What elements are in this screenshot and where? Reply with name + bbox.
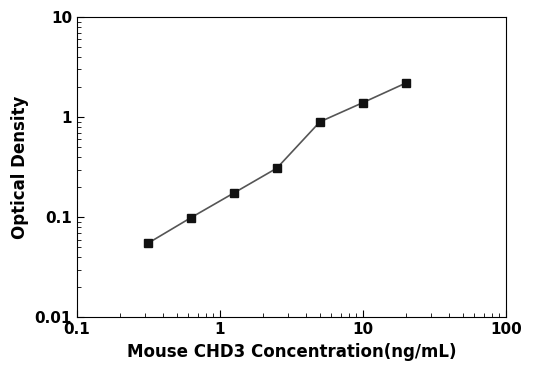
X-axis label: Mouse CHD3 Concentration(ng/mL): Mouse CHD3 Concentration(ng/mL) [127,343,456,361]
Y-axis label: Optical Density: Optical Density [11,96,29,239]
